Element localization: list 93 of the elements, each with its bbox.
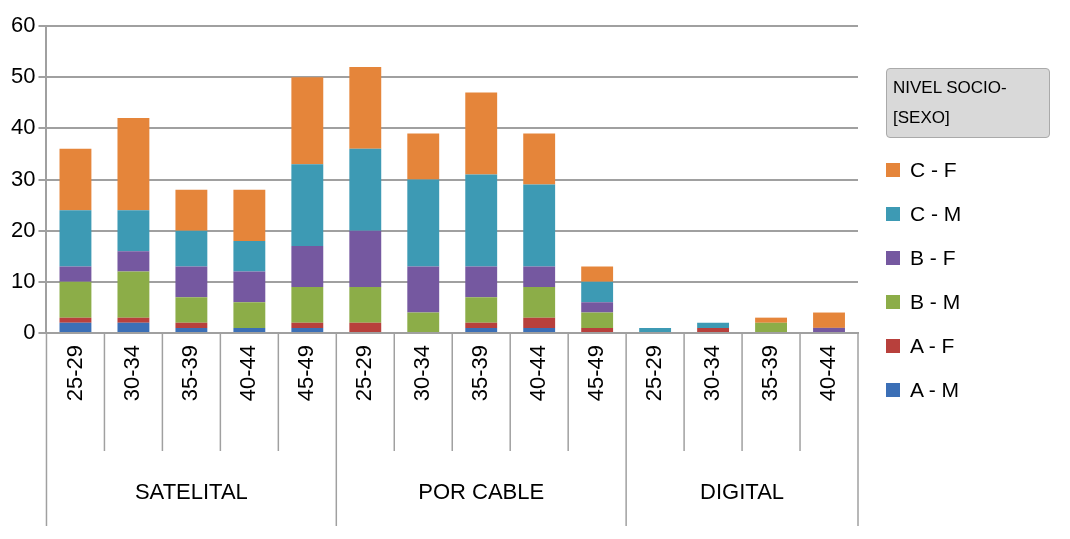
bar xyxy=(175,322,208,328)
bar xyxy=(523,286,556,318)
bar xyxy=(233,327,266,332)
bar xyxy=(175,327,208,332)
bar xyxy=(523,184,556,267)
bar xyxy=(465,266,498,298)
bar xyxy=(175,297,208,323)
bar xyxy=(349,286,382,323)
bar xyxy=(59,148,92,211)
bar xyxy=(407,266,440,313)
bar xyxy=(233,271,266,303)
legend-label: A - M xyxy=(910,378,960,402)
bar xyxy=(291,77,324,165)
text: SATELITAL xyxy=(134,478,248,504)
y-tick-label: 10 xyxy=(10,267,36,293)
bar xyxy=(407,133,440,180)
x-tick-label: 35-39 xyxy=(467,345,493,402)
x-tick-label: 25-29 xyxy=(351,345,377,402)
bar xyxy=(349,148,382,231)
x-tick-label: 25-29 xyxy=(61,345,87,402)
bar xyxy=(349,230,382,287)
bar xyxy=(697,322,730,328)
bar xyxy=(291,322,324,328)
bar xyxy=(581,312,614,328)
x-tick-label: 35-39 xyxy=(757,345,783,402)
legend-label: A - F xyxy=(910,334,955,358)
bar xyxy=(175,266,208,298)
x-tick-label: 45-49 xyxy=(293,345,319,402)
x-tick-label: 25-29 xyxy=(641,345,667,402)
bar xyxy=(755,322,787,332)
y-tick-label: 0 xyxy=(23,319,36,345)
x-tick-label: 40-44 xyxy=(815,345,841,402)
bar xyxy=(291,327,324,332)
bar xyxy=(523,317,556,328)
x-tick-label: 30-34 xyxy=(409,345,435,402)
bar xyxy=(465,322,498,328)
bar xyxy=(117,322,150,332)
bar xyxy=(465,174,498,267)
bar xyxy=(59,317,92,323)
bar xyxy=(465,327,498,332)
text: DIGITAL xyxy=(700,478,785,504)
legend-label: C - M xyxy=(910,202,962,226)
bar xyxy=(117,118,150,211)
bar xyxy=(175,230,208,267)
x-tick-label: 30-34 xyxy=(119,345,145,402)
bar xyxy=(233,240,266,272)
bar xyxy=(59,281,92,318)
bar xyxy=(813,327,845,332)
bar xyxy=(349,322,382,332)
bar xyxy=(291,246,324,287)
bar xyxy=(407,179,440,267)
bar xyxy=(291,164,324,247)
bar xyxy=(581,266,614,282)
bar xyxy=(465,92,498,175)
bar xyxy=(117,210,150,252)
bar xyxy=(813,312,845,328)
bar xyxy=(523,266,556,287)
bar xyxy=(233,302,266,328)
bar xyxy=(697,327,730,332)
text: POR CABLE xyxy=(418,478,545,504)
bar xyxy=(117,317,150,323)
legend-label: B - M xyxy=(910,290,961,314)
bar xyxy=(407,312,440,332)
bar xyxy=(117,251,150,272)
bar xyxy=(755,317,787,323)
y-tick-label: 20 xyxy=(10,216,36,242)
bar xyxy=(523,133,556,185)
x-tick-label: 40-44 xyxy=(235,345,261,402)
bar xyxy=(581,327,614,332)
legend-label: C - F xyxy=(910,158,957,182)
legend-title: NIVEL SOCIO- [SEXO] xyxy=(886,68,1050,138)
bar xyxy=(59,322,92,332)
bar xyxy=(581,302,614,313)
bar xyxy=(117,271,150,318)
bar xyxy=(59,266,92,282)
y-tick-label: 30 xyxy=(10,165,36,191)
x-tick-label: 30-34 xyxy=(699,345,725,402)
x-tick-label: 40-44 xyxy=(525,345,551,402)
bar xyxy=(291,286,324,323)
y-tick-label: 50 xyxy=(10,63,36,89)
x-tick-label: 35-39 xyxy=(177,345,203,402)
bar xyxy=(465,297,498,323)
bar xyxy=(639,327,672,332)
y-tick-label: 60 xyxy=(10,12,36,38)
bar xyxy=(349,66,382,149)
bar xyxy=(175,189,208,231)
bar xyxy=(581,281,614,303)
bar xyxy=(233,189,266,241)
legend-label: B - F xyxy=(910,246,956,270)
bar xyxy=(523,327,556,332)
x-tick-label: 45-49 xyxy=(583,345,609,402)
y-tick-label: 40 xyxy=(10,114,36,140)
bar xyxy=(59,210,92,267)
